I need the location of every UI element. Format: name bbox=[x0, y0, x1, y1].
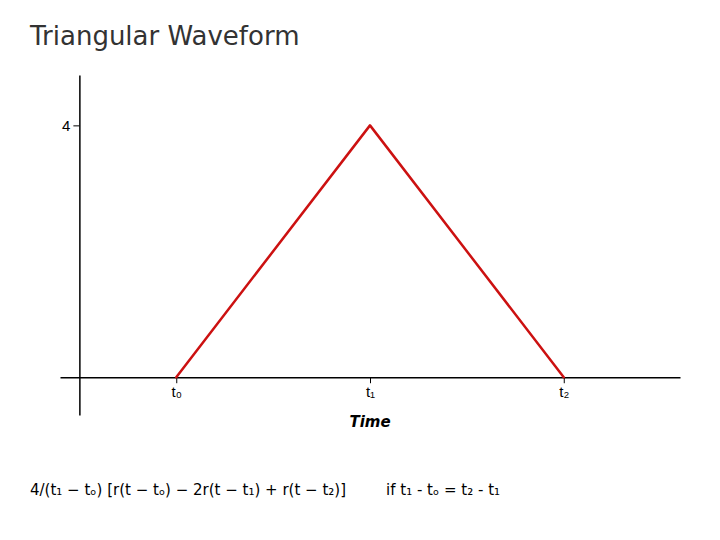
plot: t₀ t₁ t₂ 4 bbox=[61, 76, 681, 416]
chart: Triangular Waveform t₀ t₁ t₂ 4 Time 4/(t₁ − tₒ… bbox=[0, 0, 720, 540]
x-tick: t₂ bbox=[559, 377, 569, 400]
x-tick: t₁ bbox=[366, 377, 375, 400]
x-tick-label: t₂ bbox=[559, 383, 569, 400]
x-tick-label: t₁ bbox=[366, 383, 375, 400]
y-tick-mark bbox=[73, 125, 79, 126]
x-axis: t₀ t₁ t₂ bbox=[61, 377, 681, 400]
y-tick: 4 bbox=[62, 117, 79, 134]
y-tick-label: 4 bbox=[62, 117, 70, 134]
annotation: 4/(t₁ − tₒ) [r(t − tₒ) − 2r(t − t₁) + r(… bbox=[30, 481, 346, 499]
x-tick-label: t₀ bbox=[172, 383, 182, 400]
y-axis: 4 bbox=[62, 76, 80, 416]
x-tick: t₀ bbox=[172, 377, 182, 400]
marks bbox=[176, 125, 564, 377]
y-axis-line bbox=[79, 76, 81, 416]
annotation: if t₁ - tₒ = t₂ - t₁ bbox=[386, 481, 500, 499]
x-axis-title: Time bbox=[349, 413, 390, 431]
title: Triangular Waveform bbox=[29, 21, 299, 51]
line bbox=[176, 125, 564, 377]
